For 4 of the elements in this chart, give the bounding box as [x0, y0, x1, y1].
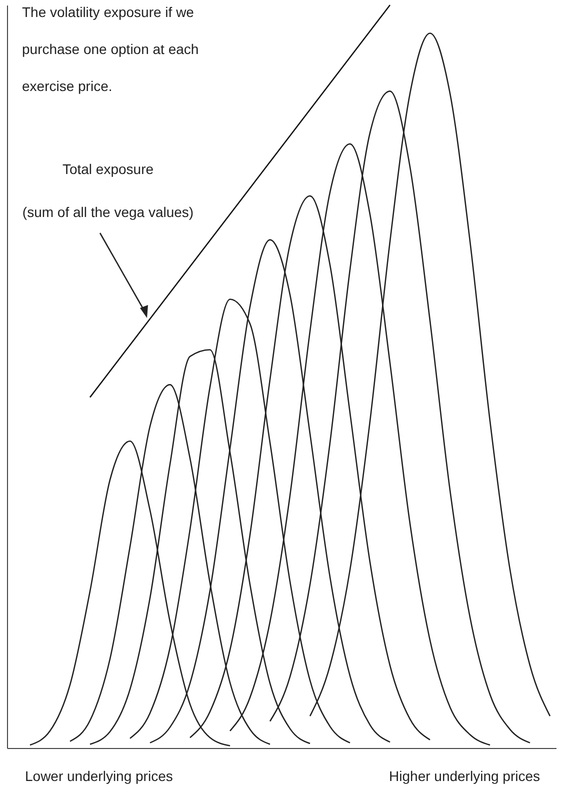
- text: Total exposure (sum of all the vega values): [22, 161, 194, 220]
- text: The volatility exposure if we purchase one option at each exercise price.: [22, 4, 199, 94]
- text: Lower underlying prices: [25, 768, 173, 784]
- text: Higher underlying prices: [389, 768, 540, 784]
